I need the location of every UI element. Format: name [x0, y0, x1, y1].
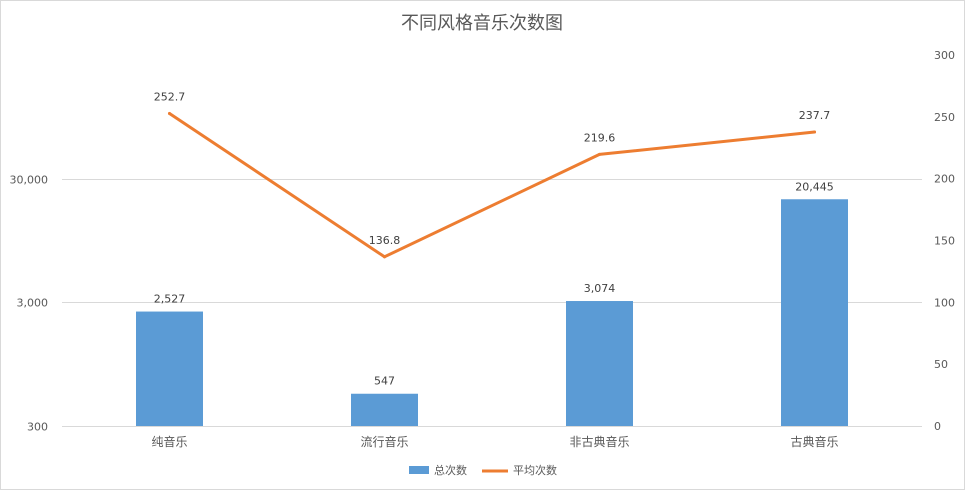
category-label: 纯音乐 [151, 434, 187, 449]
bar-data-label: 547 [374, 375, 395, 388]
gridlines [62, 179, 922, 427]
category-label: 古典音乐 [790, 434, 838, 449]
line-series [168, 111, 816, 259]
category-label: 流行音乐 [360, 434, 408, 449]
bar [351, 393, 418, 426]
line-data-label: 252.7 [154, 90, 186, 103]
y-left-tick-label: 30,000 [10, 174, 49, 187]
y-right-tick-label: 250 [934, 111, 955, 124]
legend-label: 总次数 [434, 463, 467, 477]
line-data-label: 219.6 [584, 131, 616, 144]
y-right-tick-label: 200 [934, 173, 955, 186]
bar-series [136, 199, 848, 426]
bar-data-label: 20,445 [795, 180, 834, 193]
data-labels: 2,527 547 3,074 20,445 252.7 136.8 219.6 237.7 [154, 90, 834, 387]
bar [781, 199, 848, 426]
line-point [168, 111, 171, 115]
y-right-tick-label: 0 [934, 420, 941, 433]
bar [566, 301, 633, 426]
line-point [598, 152, 601, 156]
line-point [383, 255, 386, 259]
legend-label: 平均次数 [513, 463, 557, 477]
line-point [813, 130, 816, 134]
chart-title: 不同风格音乐次数图 [401, 13, 563, 34]
category-label: 非古典音乐 [569, 434, 629, 449]
y-left-tick-label: 3,000 [17, 297, 49, 310]
legend-swatch-bar [409, 466, 429, 474]
bar-data-label: 2,527 [154, 293, 186, 306]
line-data-label: 136.8 [369, 234, 401, 247]
y-right-tick-label: 50 [934, 358, 948, 371]
y-right-tick-label: 300 [934, 49, 955, 62]
line-data-label: 237.7 [799, 109, 831, 122]
y-left-tick-label: 300 [27, 421, 48, 434]
y-right-tick-label: 100 [934, 296, 955, 309]
y-right-tick-label: 150 [934, 235, 955, 248]
series-line [168, 112, 816, 259]
bar-data-label: 3,074 [584, 282, 616, 295]
legend: 总次数 平均次数 [409, 463, 557, 477]
bar [136, 311, 203, 426]
axes: 300 3,000 30,000 0 50 100 150 200 250 300 纯音乐 流行音乐 非… [10, 49, 956, 449]
